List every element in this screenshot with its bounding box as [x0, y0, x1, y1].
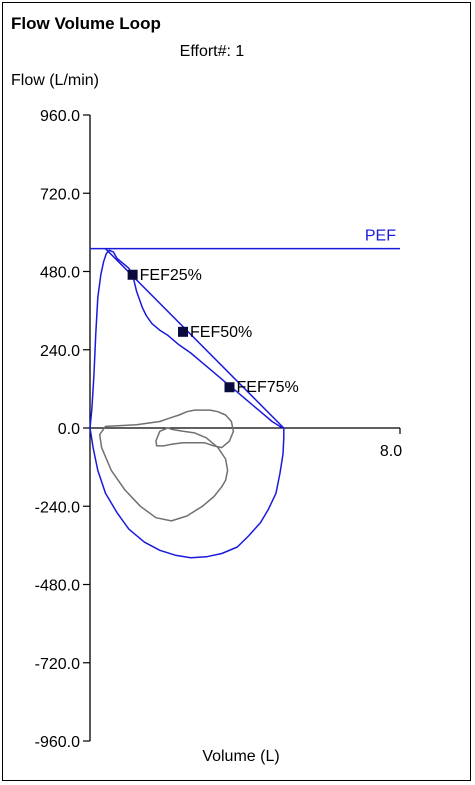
marker-fef75: [224, 382, 235, 393]
series-line-blue: [89, 249, 285, 559]
y-tick-label: -240.0: [35, 499, 80, 516]
marker-label: FEF50%: [190, 324, 252, 341]
axes: [89, 115, 400, 741]
y-tick-label: 960.0: [40, 108, 80, 125]
pef-label: PEF: [365, 228, 396, 245]
y-tick-label: -960.0: [35, 734, 80, 751]
y-tick-label: 720.0: [40, 186, 80, 203]
chart-title: Flow Volume Loop: [11, 14, 161, 33]
marker-fef50: [178, 326, 188, 337]
y-tick-label: 0.0: [58, 421, 80, 438]
marker-label: FEF25%: [140, 267, 202, 284]
x-ticks: 8.0: [380, 428, 402, 460]
x-tick-label: 8.0: [380, 443, 402, 460]
flow-volume-chart: Flow Volume Loop Effort#: 1 Flow (L/min)…: [11, 14, 402, 765]
series-group: [89, 249, 285, 559]
chart-subtitle: Effort#: 1: [180, 43, 245, 60]
series-line-gray: [98, 409, 235, 522]
markers-group: FEF25% FEF50% FEF75%: [127, 267, 299, 396]
y-ticks: 960.0 720.0 480.0 240.0 0.0 -240.0 -480.0 -720.…: [35, 108, 90, 751]
y-axis-label: Flow (L/min): [11, 72, 99, 89]
marker-fef25: [127, 269, 138, 280]
y-tick-label: 480.0: [40, 265, 80, 282]
marker-label: FEF75%: [237, 379, 299, 396]
y-tick-label: 240.0: [40, 343, 80, 360]
x-axis-label: Volume (L): [202, 748, 279, 765]
chart-frame: Flow Volume Loop Effort#: 1 Flow (L/min)…: [2, 2, 471, 781]
y-tick-label: -720.0: [35, 656, 80, 673]
y-tick-label: -480.0: [35, 578, 80, 595]
